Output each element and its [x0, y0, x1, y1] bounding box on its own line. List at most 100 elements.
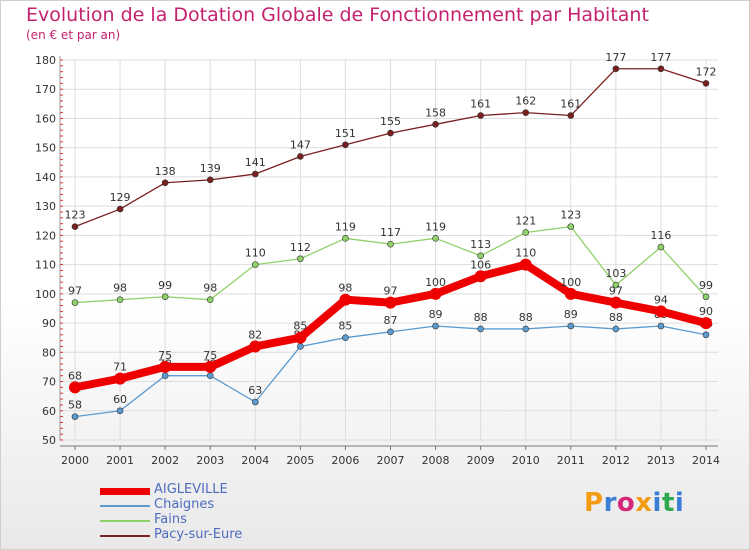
data-label: 177 [650, 51, 671, 64]
y-tick-label: 180 [35, 54, 56, 67]
data-label: 89 [564, 308, 578, 321]
data-label: 94 [654, 293, 668, 306]
data-label: 172 [696, 65, 717, 78]
y-tick-label: 110 [35, 259, 56, 272]
y-tick-label: 140 [35, 171, 56, 184]
data-point [71, 413, 79, 420]
data-label: 117 [380, 226, 401, 239]
data-point [251, 398, 259, 406]
data-label: 100 [560, 276, 581, 289]
data-point [251, 170, 259, 178]
data-point [116, 407, 124, 415]
data-label: 71 [113, 361, 127, 374]
legend-swatch-fains [100, 520, 150, 522]
data-point [432, 322, 439, 330]
series-pacy-sur-eure: 123 129 138 139 141 147 151 155 158 161 162 161 177 1… [65, 51, 717, 230]
data-point [612, 325, 620, 333]
data-label: 75 [158, 349, 172, 362]
x-tick-label: 2014 [692, 454, 720, 467]
logo-letter: i [674, 488, 685, 518]
data-label: 119 [425, 220, 446, 233]
data-point [522, 325, 530, 333]
data-point [161, 293, 169, 301]
x-tick-label: 2013 [647, 454, 675, 467]
x-tick-label: 2009 [467, 454, 495, 467]
y-tick-label: 70 [42, 376, 56, 389]
data-point [477, 252, 484, 260]
data-point [429, 287, 442, 300]
legend-label-chaignes: Chaignes [154, 497, 215, 512]
data-point [654, 305, 667, 318]
data-point [522, 109, 530, 116]
series-aigleville: 68 71 75 75 82 85 98 97 100 106 110 100 97 94 90 [68, 247, 713, 394]
data-point [114, 372, 127, 385]
data-label: 110 [245, 247, 266, 260]
x-tick-label: 2007 [377, 454, 405, 467]
data-point [567, 223, 575, 230]
data-label: 177 [605, 51, 626, 64]
data-point [161, 179, 169, 187]
data-point [612, 281, 620, 289]
data-point [71, 223, 79, 230]
data-label: 88 [609, 311, 623, 324]
data-point [204, 360, 217, 373]
data-point [612, 65, 620, 73]
data-point [657, 65, 665, 73]
x-tick-label: 2008 [422, 454, 450, 467]
y-tick-label: 160 [35, 112, 56, 125]
legend-swatch-chaignes [100, 505, 150, 507]
data-point [297, 255, 304, 263]
data-label: 68 [68, 369, 82, 382]
data-point [69, 381, 81, 394]
data-label: 106 [470, 258, 491, 271]
data-label: 141 [245, 156, 266, 169]
data-label: 75 [203, 349, 217, 362]
data-point [702, 80, 710, 87]
data-label: 147 [290, 138, 311, 151]
x-tick-label: 2000 [61, 454, 89, 467]
data-point [294, 331, 307, 344]
y-tick-label: 50 [42, 434, 56, 447]
legend-swatch-aigleville [100, 488, 150, 495]
data-label: 112 [290, 241, 311, 254]
legend-label-aigleville: AIGLEVILLE [154, 482, 228, 497]
data-label: 155 [380, 115, 401, 128]
data-label: 113 [470, 238, 491, 251]
data-point [249, 340, 262, 353]
data-label: 158 [425, 106, 446, 119]
data-label: 85 [293, 320, 307, 333]
data-label: 161 [560, 98, 581, 111]
x-tick-label: 2001 [106, 454, 134, 467]
legend-label-fains: Fains [154, 512, 187, 527]
proxiti-logo: Proxiti [584, 488, 684, 518]
data-point [522, 229, 530, 236]
chart-subtitle: (en € et par an) [26, 28, 121, 42]
x-tick-label: 2006 [331, 454, 359, 467]
data-point [206, 176, 214, 184]
y-tick-label: 90 [42, 317, 56, 330]
data-point [342, 235, 349, 242]
data-point [159, 360, 172, 373]
legend-swatch-pacy-sur-eure [100, 535, 150, 537]
data-label: 98 [338, 282, 352, 295]
x-tick-label: 2005 [286, 454, 314, 467]
data-point [477, 325, 484, 333]
data-label: 123 [65, 209, 86, 222]
y-tick-label: 100 [35, 288, 56, 301]
data-label: 162 [515, 95, 536, 108]
legend-label-pacy-sur-eure: Pacy-sur-Eure [154, 527, 243, 542]
data-point [387, 328, 394, 336]
x-tick-label: 2003 [196, 454, 224, 467]
data-point [702, 293, 710, 301]
y-tick-label: 130 [35, 200, 56, 213]
data-point [474, 270, 487, 283]
data-label: 98 [203, 282, 217, 295]
data-point [657, 243, 665, 251]
data-point [297, 343, 304, 350]
data-label: 99 [699, 279, 713, 292]
data-label: 82 [248, 328, 262, 341]
data-label: 139 [200, 162, 221, 175]
data-point [567, 112, 575, 119]
